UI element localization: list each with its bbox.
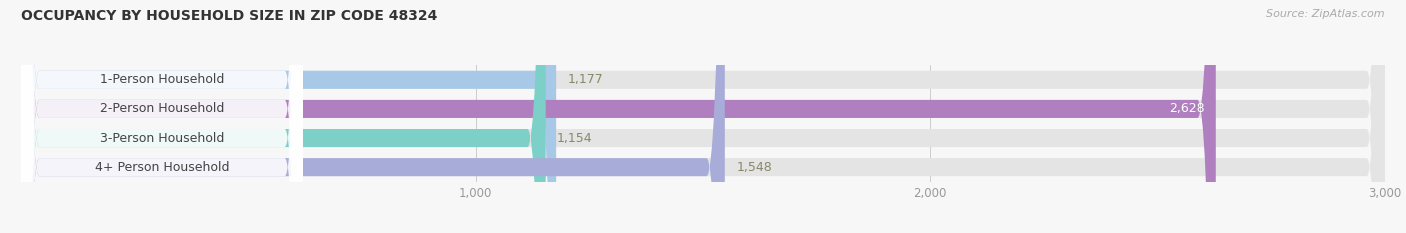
Text: 3-Person Household: 3-Person Household: [100, 132, 224, 144]
Text: OCCUPANCY BY HOUSEHOLD SIZE IN ZIP CODE 48324: OCCUPANCY BY HOUSEHOLD SIZE IN ZIP CODE …: [21, 9, 437, 23]
Text: 1,548: 1,548: [737, 161, 772, 174]
FancyBboxPatch shape: [21, 0, 1385, 233]
Text: 2,628: 2,628: [1168, 103, 1205, 115]
FancyBboxPatch shape: [21, 0, 1216, 233]
FancyBboxPatch shape: [21, 0, 557, 233]
Text: 4+ Person Household: 4+ Person Household: [94, 161, 229, 174]
FancyBboxPatch shape: [21, 0, 1385, 233]
Text: 1,154: 1,154: [557, 132, 593, 144]
FancyBboxPatch shape: [21, 0, 302, 233]
Text: Source: ZipAtlas.com: Source: ZipAtlas.com: [1267, 9, 1385, 19]
FancyBboxPatch shape: [21, 0, 302, 233]
Text: 1,177: 1,177: [568, 73, 603, 86]
Text: 1-Person Household: 1-Person Household: [100, 73, 224, 86]
Text: 2-Person Household: 2-Person Household: [100, 103, 224, 115]
FancyBboxPatch shape: [21, 0, 302, 233]
FancyBboxPatch shape: [21, 0, 302, 233]
FancyBboxPatch shape: [21, 0, 546, 233]
FancyBboxPatch shape: [21, 0, 1385, 233]
FancyBboxPatch shape: [21, 0, 725, 233]
FancyBboxPatch shape: [21, 0, 1385, 233]
